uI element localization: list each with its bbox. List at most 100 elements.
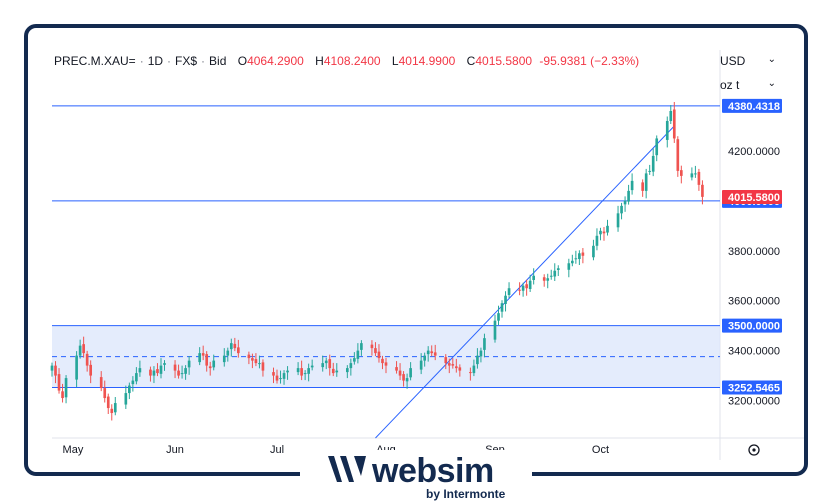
level-price-tag [722,98,782,113]
candle-body [163,363,166,365]
candle-body [454,366,458,369]
candle-body [701,184,704,197]
candle-body [303,373,307,375]
candle-body [676,139,680,171]
candle-body [381,358,384,364]
settings-icon-ring [748,444,760,456]
candle-body [627,190,630,202]
candle-body [370,344,374,349]
candle-body [694,173,697,175]
price-chart[interactable]: 3200.00003400.00003600.00003800.00004000… [28,28,808,476]
candle-body [423,355,427,361]
candle-body [205,354,209,366]
candle-body [321,363,325,368]
candle-body [483,338,486,350]
candle-body [606,225,609,233]
unit-selector[interactable]: oz t ⌄ [720,78,776,92]
symbol-name[interactable]: PREC.M.XAU= [54,54,136,68]
candle-body [690,173,694,178]
candle-body [103,388,107,399]
candle-body [451,364,455,366]
candle-body [247,354,251,359]
candle-body [331,368,335,374]
candle-body [398,370,402,376]
candle-body [54,365,57,376]
candle-body [623,200,627,205]
candle-body [497,313,500,321]
candle-body [99,377,103,389]
candle-body [546,278,550,281]
candle-body [669,110,673,121]
candle-body [567,263,571,270]
x-axis-tick-label: May [63,444,84,456]
candle-body [430,351,434,354]
candle-body [310,365,314,368]
websim-logo: websim by Intermonte [300,450,532,502]
level-price-tag [722,318,782,333]
currency-label: USD [720,54,746,68]
candle-body [110,408,114,414]
websim-tagline: by Intermonte [426,487,506,501]
candle-body [402,374,405,381]
high-label: H [315,54,324,68]
candle-body [282,373,286,379]
candle-body [212,360,216,368]
high-value: 4108.2400 [323,54,381,68]
candle-body [574,258,578,260]
candle-body [469,372,472,374]
candle-body [187,360,191,368]
candle-body [307,368,310,374]
candle-body [279,378,282,380]
candle-body [201,353,205,356]
candle-body [328,359,332,369]
candle-body [237,347,240,354]
candle-body [426,350,430,355]
candle-body [620,205,623,214]
candle-body [384,362,388,366]
y-axis-tick-label: 3800.0000 [728,246,780,258]
candle-body [578,253,581,260]
candle-body [581,252,585,256]
change-value: -95.9381 (−2.33%) [539,54,640,68]
candle-body [254,359,258,364]
close-label: C [466,54,476,68]
y-axis-tick-label: 3400.0000 [728,346,780,358]
candle-body [665,120,669,140]
last-price-tag-label: 4015.5800 [728,192,780,204]
open-label: O [237,54,248,68]
close-value: 4015.5800 [475,54,533,68]
candle-body [532,275,535,280]
candle-body [345,368,349,373]
candle-body [595,235,599,246]
candle-body [180,373,184,375]
candle-body [131,380,135,385]
chevron-down-icon: ⌄ [767,78,776,89]
x-axis-tick-label: Jul [270,444,284,456]
candle-body [356,350,360,359]
candle-body [592,245,595,258]
candle-body [89,364,93,376]
interval-label[interactable]: 1D [147,54,164,68]
low-value: 4014.9900 [398,54,456,68]
candle-body [251,358,254,361]
candle-body [75,355,78,380]
price-type-label: Bid [209,54,227,68]
candle-body [433,352,437,356]
websim-logo-mark [328,456,366,482]
candle-body [360,343,363,350]
candle-body [106,396,110,409]
candle-body [78,345,82,356]
candle-body [208,366,212,369]
candle-body [630,180,634,191]
candle-body [198,353,201,363]
candle-body [472,365,476,374]
candle-body [616,213,620,228]
settings-icon [748,444,760,456]
candle-body [177,370,180,376]
candle-body [135,373,138,382]
currency-selector[interactable]: USD ⌄ [720,54,776,68]
x-axis-tick-label: Oct [592,444,609,456]
candle-body [57,374,61,391]
candle-body [542,277,546,281]
candle-body [409,368,412,378]
